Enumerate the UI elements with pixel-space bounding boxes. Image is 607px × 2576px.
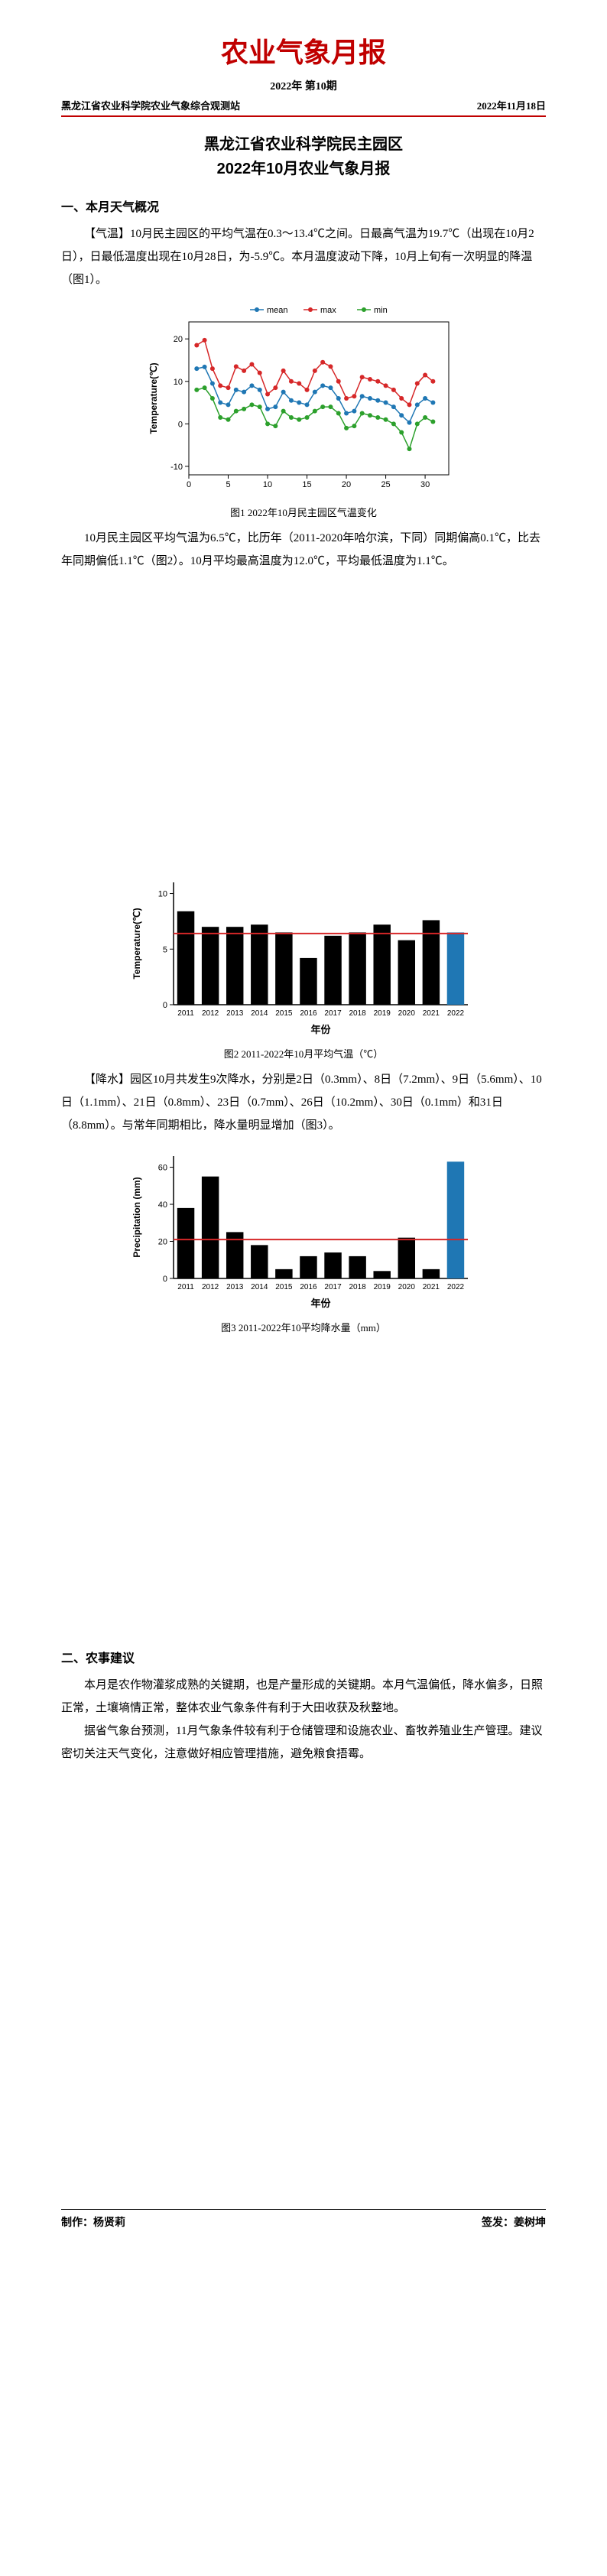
svg-text:60: 60 <box>158 1164 167 1173</box>
svg-text:5: 5 <box>163 945 167 954</box>
section1-title: 一、本月天气概况 <box>61 197 546 215</box>
paragraph-advice-2: 据省气象台预测，11月气象条件较有利于仓储管理和设施农业、畜牧养殖业生产管理。建… <box>61 1720 546 1766</box>
svg-text:2013: 2013 <box>226 1009 244 1018</box>
svg-text:2014: 2014 <box>251 1009 268 1018</box>
footer-made-by: 制作：杨贤莉 <box>61 2214 125 2230</box>
svg-text:2017: 2017 <box>324 1283 342 1291</box>
subtitle-1: 黑龙江省农业科学院民主园区 <box>61 132 546 157</box>
chart3-bar: 0 20 40 60 Precipitation (mm) 2011 2012 2013 201… <box>128 1145 479 1313</box>
svg-text:40: 40 <box>158 1200 167 1210</box>
chart2-caption: 图2 2011-2022年10月平均气温（℃） <box>61 1046 546 1061</box>
page-gap-1 <box>0 603 607 833</box>
svg-text:2020: 2020 <box>398 1283 416 1291</box>
svg-text:-10: -10 <box>170 463 183 472</box>
svg-text:2018: 2018 <box>349 1009 367 1018</box>
svg-text:2018: 2018 <box>349 1283 367 1291</box>
svg-text:10: 10 <box>174 378 183 387</box>
svg-text:2019: 2019 <box>374 1009 391 1018</box>
svg-text:2011: 2011 <box>177 1283 194 1291</box>
svg-text:5: 5 <box>226 480 230 489</box>
svg-text:min: min <box>374 306 388 315</box>
svg-text:2015: 2015 <box>275 1283 293 1291</box>
header-row: 黑龙江省农业科学院农业气象综合观测站 2022年11月18日 <box>61 98 546 115</box>
svg-text:10: 10 <box>158 890 167 899</box>
chart1-line: -10 0 10 20 0 5 10 15 20 25 30 Temperature(℃) mean ma… <box>143 299 464 498</box>
svg-text:20: 20 <box>174 335 183 344</box>
section2-title: 二、农事建议 <box>61 1648 546 1666</box>
svg-text:Precipitation (mm): Precipitation (mm) <box>131 1177 142 1257</box>
issue-line: 2022年 第10期 <box>61 78 546 93</box>
svg-text:2014: 2014 <box>251 1283 268 1291</box>
svg-text:0: 0 <box>187 480 191 489</box>
page-1: 农业气象月报 2022年 第10期 黑龙江省农业科学院农业气象综合观测站 202… <box>0 0 607 603</box>
page-2: 0 5 10 Temperature(℃) 2011 2012 2013 2014 2015 20… <box>0 833 607 1372</box>
svg-text:2017: 2017 <box>324 1009 342 1018</box>
paragraph-temp-2: 10月民主园区平均气温为6.5℃，比历年（2011-2020年哈尔滨，下同）同期… <box>61 527 546 573</box>
svg-text:2016: 2016 <box>300 1283 317 1291</box>
svg-text:10: 10 <box>263 480 272 489</box>
footer-sign: 签发：姜树坤 <box>482 2214 546 2230</box>
page3-spacer <box>61 1766 546 2194</box>
svg-text:2015: 2015 <box>275 1009 293 1018</box>
svg-text:年份: 年份 <box>310 1024 331 1035</box>
chart1-wrap: -10 0 10 20 0 5 10 15 20 25 30 Temperature(℃) mean ma… <box>61 299 546 519</box>
svg-text:2021: 2021 <box>423 1283 440 1291</box>
subtitle-2: 2022年10月农业气象月报 <box>61 157 546 181</box>
svg-text:15: 15 <box>302 480 311 489</box>
svg-text:0: 0 <box>163 1001 167 1010</box>
svg-text:2016: 2016 <box>300 1009 317 1018</box>
publish-date: 2022年11月18日 <box>477 98 546 112</box>
paragraph-precip: 【降水】园区10月共发生9次降水，分别是2日（0.3mm）、8日（7.2mm）、… <box>61 1068 546 1137</box>
svg-text:年份: 年份 <box>310 1298 331 1309</box>
svg-text:mean: mean <box>267 306 288 315</box>
paragraph-advice-1: 本月是农作物灌浆成熟的关键期，也是产量形成的关键期。本月气温偏低，降水偏多，日照… <box>61 1674 546 1720</box>
chart2-bar: 0 5 10 Temperature(℃) 2011 2012 2013 2014 2015 20… <box>128 871 479 1039</box>
org-name: 黑龙江省农业科学院农业气象综合观测站 <box>61 98 240 112</box>
svg-text:25: 25 <box>381 480 390 489</box>
svg-text:2012: 2012 <box>202 1009 219 1018</box>
paragraph-temp-1: 【气温】10月民主园区的平均气温在0.3～13.4℃之间。日最高气温为19.7℃… <box>61 223 546 291</box>
svg-text:2022: 2022 <box>447 1283 465 1291</box>
svg-text:2012: 2012 <box>202 1283 219 1291</box>
svg-text:2019: 2019 <box>374 1283 391 1291</box>
chart1-caption: 图1 2022年10月民主园区气温变化 <box>61 505 546 519</box>
svg-text:2022: 2022 <box>447 1009 465 1018</box>
svg-text:2021: 2021 <box>423 1009 440 1018</box>
svg-text:2011: 2011 <box>177 1009 194 1018</box>
main-title: 农业气象月报 <box>61 31 546 70</box>
page-gap-2 <box>0 1372 607 1602</box>
svg-text:20: 20 <box>158 1238 167 1247</box>
svg-text:Temperature(℃): Temperature(℃) <box>131 908 142 979</box>
svg-text:2013: 2013 <box>226 1283 244 1291</box>
svg-text:max: max <box>320 306 336 315</box>
svg-text:0: 0 <box>178 420 183 429</box>
chart3-wrap: 0 20 40 60 Precipitation (mm) 2011 2012 2013 201… <box>61 1145 546 1334</box>
svg-text:0: 0 <box>163 1275 167 1284</box>
chart3-caption: 图3 2011-2022年10平均降水量（mm） <box>61 1320 546 1334</box>
footer: 制作：杨贤莉 签发：姜树坤 <box>61 2209 546 2230</box>
svg-text:Temperature(℃): Temperature(℃) <box>148 362 159 434</box>
page-3: 二、农事建议 本月是农作物灌浆成熟的关键期，也是产量形成的关键期。本月气温偏低，… <box>0 1602 607 2260</box>
svg-text:30: 30 <box>420 480 430 489</box>
chart2-wrap: 0 5 10 Temperature(℃) 2011 2012 2013 2014 2015 20… <box>61 871 546 1061</box>
svg-text:2020: 2020 <box>398 1009 416 1018</box>
red-divider <box>61 115 546 117</box>
svg-text:20: 20 <box>342 480 351 489</box>
